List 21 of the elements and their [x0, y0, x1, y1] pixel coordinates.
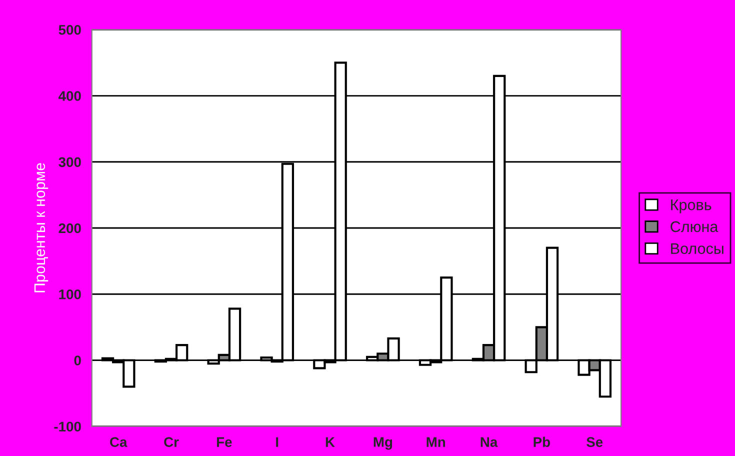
- y-tick-label: 0: [74, 356, 81, 366]
- x-tick-label: Cr: [164, 437, 179, 447]
- x-tick-label: Mn: [426, 437, 446, 447]
- x-tick-label: Na: [480, 437, 498, 447]
- y-tick-label: 400: [58, 91, 81, 101]
- x-tick-label: Mg: [374, 437, 392, 450]
- x-tick-label: Fe: [217, 437, 232, 447]
- x-tick-label: Se: [586, 437, 603, 447]
- legend-label: Слюна: [670, 221, 718, 232]
- y-tick-label: 300: [58, 157, 81, 168]
- y-tick-label: 500: [58, 24, 81, 35]
- y-tick-label: 200: [58, 223, 81, 234]
- x-tick-label: Ca: [110, 437, 128, 447]
- y-tick-label: 100: [59, 289, 81, 300]
- legend-label: Волосы: [671, 243, 724, 254]
- legend-label: Кровь: [671, 200, 712, 214]
- y-tick-label: -100: [54, 422, 81, 432]
- x-tick-label: I: [276, 437, 278, 447]
- x-tick-label: Pb: [534, 436, 550, 447]
- x-tick-label: K: [326, 437, 335, 447]
- y-axis-title: Проценты к норме: [34, 163, 48, 292]
